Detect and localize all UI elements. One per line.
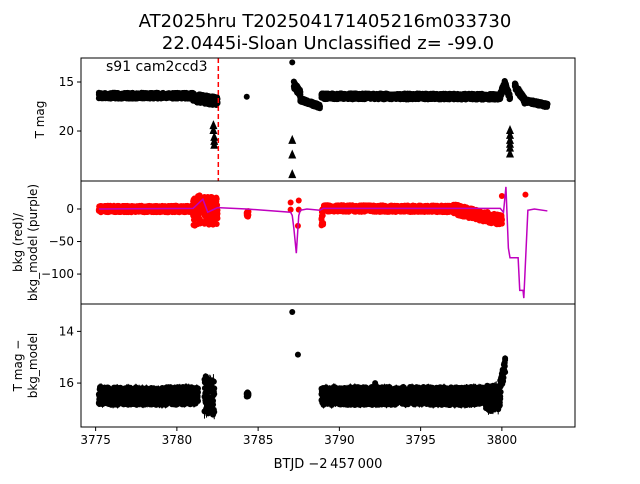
y-tick-label: 15 — [59, 75, 74, 89]
upper-limit-marker — [209, 125, 217, 134]
x-axis-label: BTJD −2 457 000 — [274, 457, 383, 472]
data-point — [214, 221, 220, 227]
data-point — [214, 196, 220, 202]
y-axis-label-line: T mag — [33, 101, 47, 140]
plot-area-tmag — [96, 59, 551, 178]
data-point — [507, 96, 513, 102]
data-point — [289, 59, 295, 65]
sector-camera-annotation: s91 cam2ccd3 — [106, 59, 208, 75]
upper-limit-marker — [288, 135, 296, 144]
upper-limit-marker — [288, 150, 296, 159]
chart-title-line2: 22.0445i-Sloan Unclassified z= -99.0 — [162, 33, 494, 54]
data-point — [215, 96, 221, 102]
data-point — [317, 105, 323, 111]
data-point — [215, 215, 221, 221]
plot-area-bkg — [96, 187, 548, 298]
data-point — [320, 221, 326, 227]
axes-frame — [81, 58, 575, 181]
data-point — [544, 101, 550, 107]
panel-tmag: 15 20 T mag s91 cam2ccd3 — [33, 58, 575, 181]
upper-limit-marker — [288, 169, 296, 178]
chart-title-line1: AT2025hru T202504171405216m033730 — [139, 11, 512, 32]
data-point — [244, 94, 250, 100]
y-axis-label: T mag — [33, 101, 47, 140]
y-tick-label: 20 — [59, 124, 74, 138]
